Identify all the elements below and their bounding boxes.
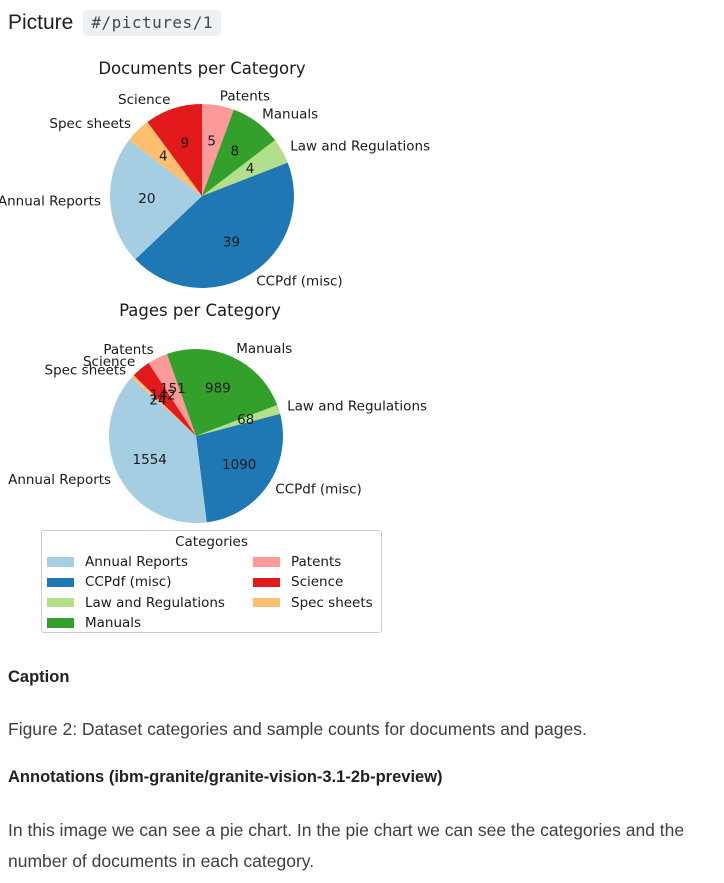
pie-category-label: Patents	[220, 88, 270, 104]
legend-swatch-manuals	[47, 618, 74, 628]
pie-title: Documents per Category	[98, 59, 306, 78]
pie-slice-science	[133, 363, 196, 436]
legend-item: Patents	[253, 552, 381, 572]
pie-value-label: 39	[223, 235, 240, 251]
annotations-text: In this image we can see a pie chart. In…	[8, 820, 685, 871]
pie-category-label: CCPdf (misc)	[256, 274, 343, 290]
pie-chart-1: 5 Patents 8 Manuals 4 Law and Regulations 39 CC…	[0, 59, 430, 290]
pie-slice-law-and-regulations	[196, 405, 281, 436]
pie-category-label: Manuals	[236, 341, 292, 357]
legend-label: Law and Regulations	[85, 594, 225, 611]
legend-swatch-annual-reports	[47, 557, 74, 567]
legend-swatch-science	[253, 577, 280, 588]
pie-slice-ccpdf-misc-	[196, 413, 284, 523]
legend-swatch-law-and-regulations	[47, 597, 74, 608]
pie-value-label: 4	[246, 161, 255, 177]
pie-charts-figure: 5 Patents 8 Manuals 4 Law and Regulations 39 CC…	[0, 59, 430, 523]
pie-slice-spec-sheets	[128, 121, 202, 196]
legend-grid: Annual Reports CCPdf (misc) Law and Regula…	[42, 552, 381, 633]
legend-item: Spec sheets	[253, 593, 381, 613]
legend-item: CCPdf (misc)	[47, 572, 253, 592]
annotations-heading: Annotations (ibm-granite/granite-vision-…	[8, 768, 443, 786]
pie-value-label: 1554	[133, 452, 167, 468]
legend-item: Law and Regulations	[47, 593, 253, 613]
pie-category-label: Spec sheets	[45, 363, 127, 379]
pie-value-label: 5	[207, 134, 216, 150]
legend-title: Categories	[175, 534, 248, 550]
pie-value-label: 4	[159, 149, 168, 165]
legend-label: Patents	[291, 554, 342, 571]
pie-category-label: Science	[83, 354, 135, 370]
legend-label: Science	[291, 574, 344, 591]
pie-value-label: 989	[205, 381, 231, 397]
legend-label: Annual Reports	[85, 554, 189, 571]
pie-category-label: Annual Reports	[8, 472, 111, 488]
pie-value-label: 142	[150, 388, 176, 404]
pie-slice-annual-reports	[109, 377, 207, 523]
pie-category-label: CCPdf (misc)	[275, 482, 362, 498]
page-header: Picture #/pictures/1	[8, 10, 221, 36]
pie-slice-annual-reports	[110, 140, 202, 260]
legend-label: Spec sheets	[291, 594, 373, 611]
pie-chart-2: 151 Patents 989 Manuals 68 Law and Regulation…	[8, 301, 427, 523]
pie-title: Pages per Category	[119, 301, 281, 320]
picture-path-badge[interactable]: #/pictures/1	[83, 10, 221, 36]
pie-value-label: 9	[181, 136, 190, 152]
pie-value-label: 24	[149, 392, 166, 408]
pie-value-label: 1090	[222, 457, 256, 473]
pie-slice-manuals	[202, 109, 276, 196]
legend-item: Annual Reports	[47, 552, 253, 572]
chart-legend: Categories Annual Reports CCPdf (misc) Law…	[41, 530, 382, 633]
pie-value-label: 151	[160, 381, 186, 397]
legend-swatch-spec-sheets	[253, 597, 280, 608]
pie-value-label: 68	[237, 412, 254, 428]
legend-label: CCPdf (misc)	[85, 574, 172, 591]
pie-slice-science	[147, 104, 202, 196]
pie-slice-ccpdf-misc-	[135, 162, 294, 288]
legend-item: Science	[253, 572, 381, 592]
legend-label: Manuals	[85, 615, 142, 632]
page-title: Picture	[8, 11, 74, 34]
pie-category-label: Law and Regulations	[290, 138, 430, 154]
legend-swatch-ccpdf-misc-	[47, 577, 74, 588]
caption-text: Figure 2: Dataset categories and sample …	[8, 719, 587, 739]
legend-swatch-patents	[253, 557, 280, 567]
pie-value-label: 20	[138, 191, 155, 207]
pie-slice-patents	[202, 104, 234, 196]
pie-value-label: 8	[231, 144, 240, 160]
pie-category-label: Science	[118, 92, 170, 108]
pie-slice-patents	[148, 353, 196, 436]
pie-slice-manuals	[167, 349, 278, 436]
pie-category-label: Law and Regulations	[287, 399, 427, 415]
legend-item: Manuals	[47, 613, 253, 633]
pie-category-label: Annual Reports	[0, 193, 101, 209]
pie-slice-spec-sheets	[131, 375, 196, 436]
caption-heading: Caption	[8, 668, 70, 686]
pie-category-label: Spec sheets	[49, 116, 131, 132]
pie-slice-law-and-regulations	[202, 140, 288, 196]
pie-category-label: Patents	[103, 342, 153, 358]
pie-category-label: Manuals	[262, 107, 318, 123]
